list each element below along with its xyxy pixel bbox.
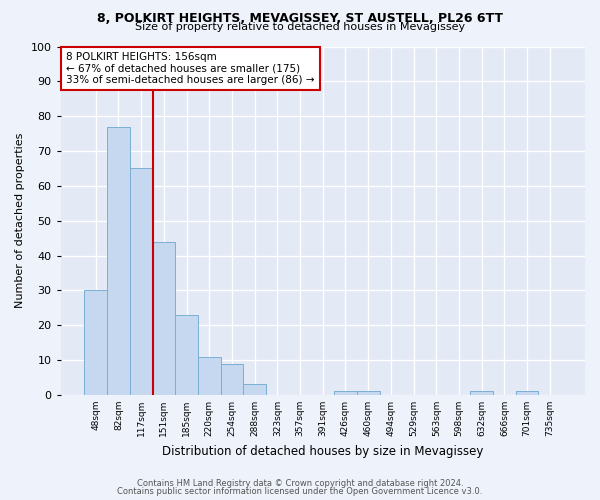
Bar: [85, 290, 107, 395]
X-axis label: Distribution of detached houses by size in Mevagissey: Distribution of detached houses by size …: [162, 444, 484, 458]
Bar: [107, 126, 130, 395]
Text: Contains HM Land Registry data © Crown copyright and database right 2024.: Contains HM Land Registry data © Crown c…: [137, 478, 463, 488]
Bar: [244, 384, 266, 395]
Bar: [516, 392, 538, 395]
Bar: [470, 392, 493, 395]
Text: 8 POLKIRT HEIGHTS: 156sqm
← 67% of detached houses are smaller (175)
33% of semi: 8 POLKIRT HEIGHTS: 156sqm ← 67% of detac…: [66, 52, 314, 85]
Bar: [175, 315, 198, 395]
Text: Size of property relative to detached houses in Mevagissey: Size of property relative to detached ho…: [135, 22, 465, 32]
Text: 8, POLKIRT HEIGHTS, MEVAGISSEY, ST AUSTELL, PL26 6TT: 8, POLKIRT HEIGHTS, MEVAGISSEY, ST AUSTE…: [97, 12, 503, 26]
Bar: [221, 364, 244, 395]
Y-axis label: Number of detached properties: Number of detached properties: [15, 133, 25, 308]
Bar: [152, 242, 175, 395]
Bar: [198, 356, 221, 395]
Text: Contains public sector information licensed under the Open Government Licence v3: Contains public sector information licen…: [118, 487, 482, 496]
Bar: [130, 168, 152, 395]
Bar: [334, 392, 357, 395]
Bar: [357, 392, 380, 395]
